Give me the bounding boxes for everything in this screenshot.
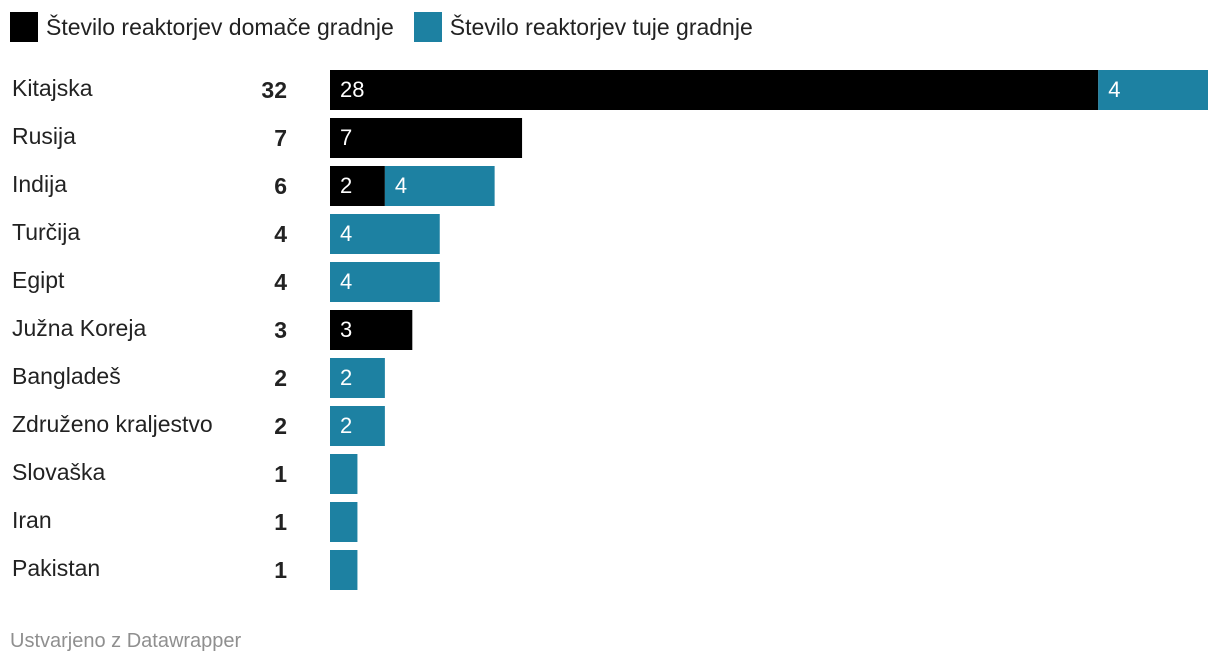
- bar-domestic: [330, 118, 523, 158]
- bar-value-label: 4: [1108, 77, 1120, 102]
- bar-domestic: [330, 70, 1099, 110]
- legend: Število reaktorjev domače gradnje Števil…: [10, 12, 773, 42]
- total-label: 2: [274, 413, 287, 439]
- category-label: Indija: [12, 171, 67, 197]
- bar-foreign: [330, 214, 440, 254]
- total-label: 1: [274, 461, 287, 487]
- bar-domestic: [330, 310, 413, 350]
- legend-label-domestic: Število reaktorjev domače gradnje: [46, 13, 394, 40]
- legend-item-domestic: Število reaktorjev domače gradnje: [10, 12, 394, 42]
- category-label: Kitajska: [12, 75, 93, 101]
- total-label: 1: [274, 509, 287, 535]
- bar-foreign: [384, 166, 495, 206]
- bar-value-label: 2: [340, 173, 352, 198]
- bar-foreign: [330, 502, 358, 542]
- total-label: 4: [274, 221, 287, 247]
- bar-foreign: [330, 406, 385, 446]
- category-label: Slovaška: [12, 459, 106, 485]
- category-label: Pakistan: [12, 555, 100, 581]
- bar-foreign: [330, 358, 385, 398]
- bar-value-label: 3: [340, 317, 352, 342]
- total-label: 1: [274, 557, 287, 583]
- total-label: 4: [274, 269, 287, 295]
- category-label: Bangladeš: [12, 363, 121, 389]
- bar-foreign: [330, 550, 358, 590]
- legend-swatch-domestic: [10, 12, 38, 42]
- bar-value-label: 2: [340, 413, 352, 438]
- legend-item-foreign: Število reaktorjev tuje gradnje: [413, 12, 753, 42]
- bar-value-label: 4: [340, 221, 352, 246]
- category-label: Egipt: [12, 267, 65, 293]
- legend-label-foreign: Število reaktorjev tuje gradnje: [449, 13, 753, 40]
- category-label: Rusija: [12, 123, 76, 149]
- bar-domestic: [330, 166, 385, 206]
- bar-value-label: 2: [340, 365, 352, 390]
- bar-value-label: 4: [395, 173, 407, 198]
- legend-swatch-foreign: [413, 12, 442, 42]
- bar-value-label: 7: [340, 125, 352, 150]
- footer-credit: Ustvarjeno z Datawrapper: [10, 630, 242, 652]
- bar-foreign: [330, 454, 358, 494]
- bar-foreign: [330, 262, 440, 302]
- total-label: 2: [274, 365, 287, 391]
- category-label: Turčija: [12, 219, 80, 245]
- category-label: Iran: [12, 507, 52, 533]
- bar-foreign: [1098, 70, 1208, 110]
- category-label: Združeno kraljestvo: [12, 411, 213, 437]
- total-label: 6: [274, 173, 287, 199]
- total-label: 7: [274, 125, 287, 151]
- bar-value-label: 28: [340, 77, 364, 102]
- total-label: 32: [261, 77, 287, 103]
- total-label: 3: [274, 317, 287, 343]
- bar-value-label: 4: [340, 269, 352, 294]
- category-label: Južna Koreja: [12, 315, 146, 341]
